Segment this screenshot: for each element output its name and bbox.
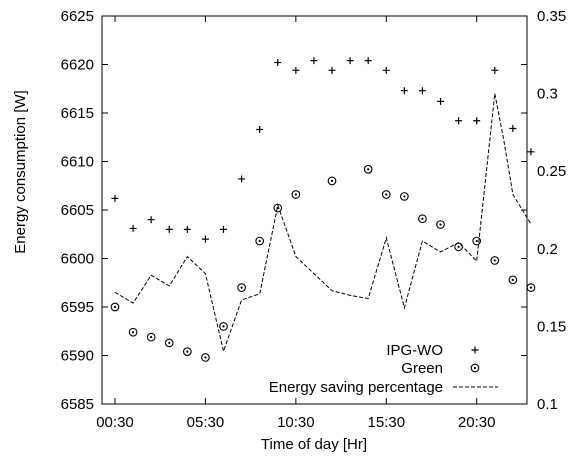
legend-label: IPG-WO <box>386 342 443 359</box>
saving-line <box>114 93 532 353</box>
green-point <box>327 176 337 186</box>
ipg-wo-point <box>473 117 481 125</box>
legend-plus-marker <box>471 346 479 354</box>
series-1 <box>110 164 536 362</box>
ipg-wo-point <box>382 66 390 74</box>
ipg-wo-point <box>183 225 191 233</box>
x-tick-label: 00:30 <box>96 414 134 431</box>
y2-tick-label: 0.35 <box>537 8 566 25</box>
y2-tick-label: 0.15 <box>537 318 566 335</box>
green-point <box>237 283 246 292</box>
legend-label: Energy saving percentage <box>269 379 443 396</box>
ipg-wo-point <box>274 59 282 67</box>
green-point <box>201 353 210 362</box>
green-point <box>219 322 228 331</box>
y-tick-label: 6625 <box>61 8 94 25</box>
y-tick-label: 6595 <box>61 299 94 316</box>
green-point <box>526 283 536 292</box>
x-tick-label: 05:30 <box>187 414 225 431</box>
series-0 <box>111 57 535 243</box>
y-tick-label: 6610 <box>61 154 94 171</box>
ipg-wo-point <box>165 225 173 233</box>
y-tick-label: 6600 <box>61 251 94 268</box>
ipg-wo-point <box>310 57 318 65</box>
plot-frame <box>101 15 528 405</box>
y2-tick-label: 0.2 <box>537 241 558 258</box>
y2-tick-label: 0.3 <box>537 86 558 103</box>
ipg-wo-point <box>418 87 426 95</box>
green-point <box>418 214 427 224</box>
ipg-wo-point <box>129 224 137 232</box>
series-2 <box>114 93 532 353</box>
ipg-wo-point <box>400 87 408 95</box>
x-axis-title: Time of day [Hr] <box>261 436 367 453</box>
ipg-wo-point <box>364 57 372 65</box>
ipg-wo-point <box>328 66 336 74</box>
green-point <box>146 332 156 342</box>
ipg-wo-point <box>437 97 445 105</box>
y-tick-label: 6620 <box>61 57 94 74</box>
green-point <box>363 164 373 174</box>
green-point <box>490 256 500 265</box>
ipg-wo-point <box>491 66 499 74</box>
green-point <box>400 192 409 201</box>
plot-border <box>101 15 528 405</box>
x-tick-label: 20:30 <box>458 414 496 431</box>
green-point <box>436 220 445 229</box>
legend-label: Green <box>401 360 443 377</box>
green-point <box>472 236 482 246</box>
x-tick-label: 10:30 <box>277 414 315 431</box>
y-tick-label: 6585 <box>61 396 94 413</box>
ipg-wo-point <box>527 148 535 156</box>
ipg-wo-point <box>455 117 463 125</box>
ipg-wo-point <box>256 125 264 133</box>
ipg-wo-point <box>346 57 354 65</box>
green-point <box>291 190 301 199</box>
y2-tick-label: 0.25 <box>537 163 566 180</box>
green-point <box>255 236 265 246</box>
y2-tick-label: 0.1 <box>537 396 558 413</box>
ipg-wo-point <box>220 225 228 233</box>
green-point <box>381 190 391 199</box>
green-point <box>128 327 138 337</box>
ipg-wo-point <box>201 235 209 243</box>
ipg-wo-point <box>509 125 517 133</box>
green-point <box>508 275 518 285</box>
ipg-wo-point <box>111 194 119 202</box>
ipg-wo-point <box>147 216 155 224</box>
green-point <box>164 338 174 348</box>
green-point <box>110 302 120 312</box>
y-tick-label: 6615 <box>61 105 94 122</box>
y-tick-label: 6590 <box>61 348 94 365</box>
series <box>110 57 536 362</box>
y-tick-label: 6605 <box>61 202 94 219</box>
legend-circle-marker <box>470 363 480 373</box>
green-point <box>182 347 192 356</box>
ipg-wo-point <box>238 175 246 183</box>
ipg-wo-point <box>292 66 300 74</box>
y-axis-title: Energy consumption [W] <box>12 90 29 253</box>
axes: 6585 6590 6595 6600 6605 6610 6615 6620 6625 0.1 0… <box>61 8 567 431</box>
x-tick-label: 15:30 <box>368 414 406 431</box>
